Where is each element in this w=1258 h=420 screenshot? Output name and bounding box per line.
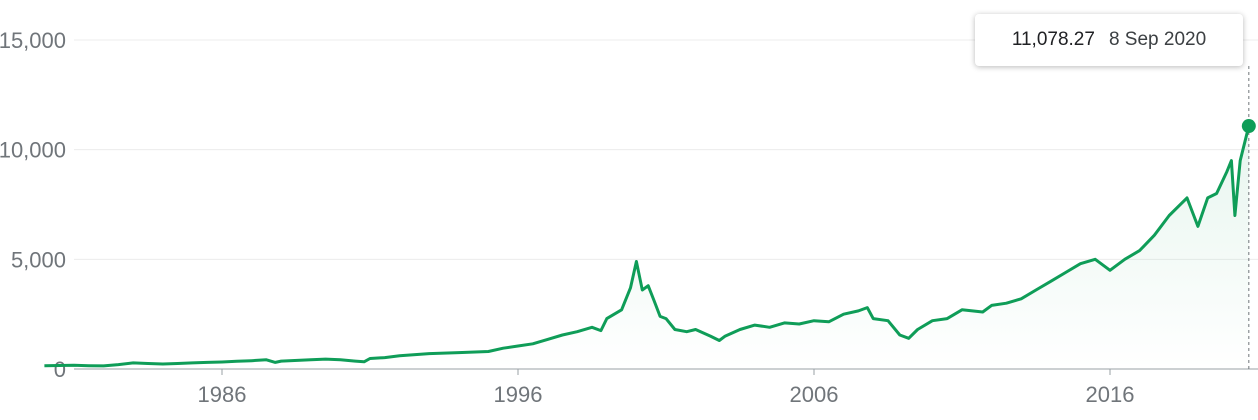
x-tick-label: 1996 bbox=[494, 382, 543, 407]
x-tick-label: 2016 bbox=[1086, 382, 1135, 407]
y-tick-label: 10,000 bbox=[0, 138, 66, 163]
x-axis-ticks: 1986 1996 2006 2016 bbox=[198, 369, 1135, 407]
series-area-fill bbox=[44, 126, 1249, 369]
highlight-point[interactable] bbox=[1241, 119, 1256, 134]
y-tick-label: 15,000 bbox=[0, 28, 66, 53]
y-tick-label: 0 bbox=[54, 357, 66, 382]
tooltip: 11,078.27 8 Sep 2020 bbox=[975, 14, 1243, 66]
y-axis-tick-labels: 0 5,000 10,000 15,000 bbox=[0, 28, 66, 382]
tooltip-value: 11,078.27 bbox=[1011, 29, 1095, 50]
gridlines bbox=[74, 39, 1258, 260]
x-tick-label: 2006 bbox=[790, 382, 839, 407]
series-line bbox=[44, 125, 1251, 368]
x-tick-label: 1986 bbox=[198, 382, 247, 407]
y-tick-label: 5,000 bbox=[11, 247, 66, 272]
tooltip-date: 8 Sep 2020 bbox=[1108, 29, 1207, 50]
